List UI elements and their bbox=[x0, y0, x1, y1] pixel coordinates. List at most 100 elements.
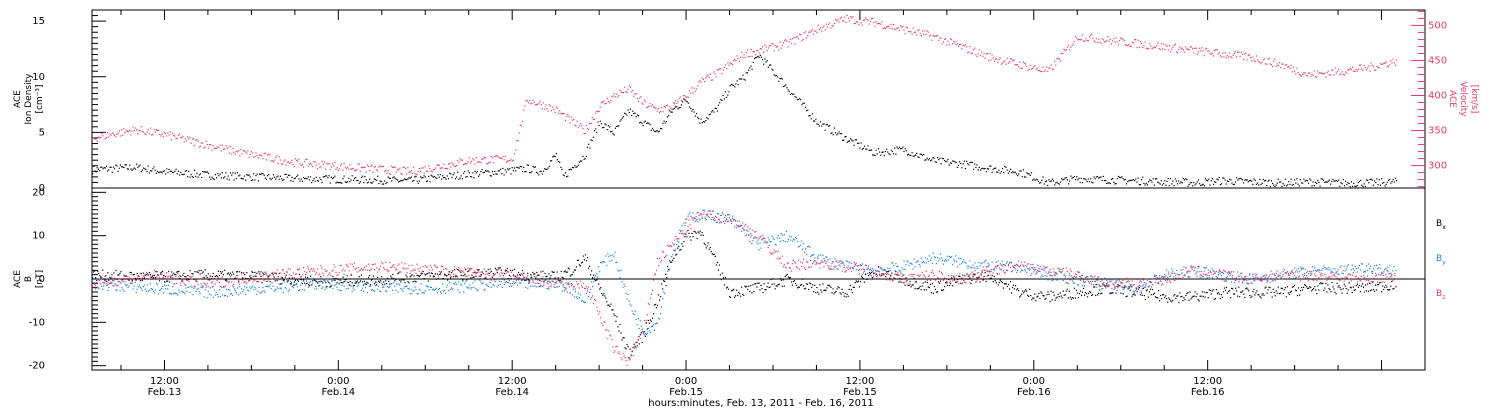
velocity-series-point bbox=[112, 133, 115, 135]
density-series-point bbox=[671, 111, 673, 113]
b-series-Bx-point bbox=[1006, 285, 1008, 288]
velocity-series-point bbox=[1010, 58, 1012, 60]
velocity-series-point bbox=[1112, 40, 1114, 42]
density-series-point bbox=[1259, 178, 1261, 181]
velocity-series-point bbox=[280, 163, 283, 165]
b-series-Bx-point bbox=[632, 346, 634, 348]
velocity-series-point bbox=[328, 163, 330, 165]
density-series-point bbox=[1215, 181, 1217, 183]
b-series-By-point bbox=[737, 220, 739, 222]
b-series-By-point bbox=[362, 290, 364, 292]
b-series-Bx-point bbox=[1073, 287, 1075, 289]
b-series-By-point bbox=[634, 310, 636, 312]
b-series-By-point bbox=[958, 257, 960, 259]
velocity-series-point bbox=[1326, 71, 1328, 74]
b-series-Bx-point bbox=[145, 274, 147, 276]
b-series-Bx-point bbox=[381, 276, 383, 278]
velocity-series-point bbox=[1269, 63, 1271, 65]
b-series-Bx-point bbox=[691, 232, 693, 234]
velocity-series-point bbox=[1212, 55, 1215, 57]
b-series-By-point bbox=[820, 254, 822, 256]
velocity-series-point bbox=[844, 16, 846, 18]
b-series-Bx-point bbox=[1168, 297, 1170, 299]
b-series-Bx-point bbox=[153, 274, 156, 277]
b-series-By-point bbox=[529, 278, 531, 280]
density-series-point bbox=[1387, 179, 1390, 181]
b-series-Bx-point bbox=[353, 284, 355, 287]
b-series-Bx-point bbox=[155, 271, 158, 273]
velocity-series-point bbox=[376, 169, 378, 171]
velocity-series-point bbox=[711, 79, 713, 81]
b-series-By-point bbox=[122, 289, 124, 291]
b-series-Bx-point bbox=[541, 278, 543, 280]
b-series-By-point bbox=[590, 288, 592, 290]
velocity-series-point bbox=[1083, 40, 1085, 42]
density-series-point bbox=[301, 180, 303, 182]
b-series-By-point bbox=[1329, 269, 1331, 271]
density-series-point bbox=[916, 152, 918, 154]
density-series-point bbox=[235, 178, 237, 180]
b-series-By-point bbox=[621, 281, 623, 283]
b-series-By-point bbox=[971, 267, 973, 269]
density-series-point bbox=[842, 139, 844, 141]
b-series-By-point bbox=[942, 263, 945, 265]
b-series-Bx-point bbox=[284, 276, 286, 278]
density-series-point bbox=[1231, 182, 1233, 184]
velocity-series-point bbox=[910, 31, 912, 33]
b-series-By-point bbox=[1391, 273, 1393, 275]
velocity-series-point bbox=[678, 98, 680, 100]
density-series-point bbox=[293, 178, 295, 180]
density-series-point bbox=[1365, 179, 1368, 181]
density-series-point bbox=[95, 171, 97, 173]
b-series-By-point bbox=[1158, 281, 1160, 284]
b-series-By-point bbox=[1090, 275, 1092, 277]
density-series-point bbox=[715, 107, 717, 109]
b-series-By-point bbox=[467, 287, 469, 289]
b-series-By-point bbox=[145, 290, 147, 292]
velocity-series-point bbox=[845, 21, 847, 23]
b-series-Bx-point bbox=[1337, 286, 1339, 288]
b-series-By-point bbox=[1057, 278, 1059, 280]
velocity-series-point bbox=[995, 58, 997, 60]
velocity-series-point bbox=[762, 46, 764, 48]
velocity-series-point bbox=[345, 168, 347, 170]
b-series-By-point bbox=[225, 288, 228, 290]
b-series-By-point bbox=[1307, 270, 1309, 272]
density-series-point bbox=[701, 122, 703, 124]
b-series-By-point bbox=[828, 266, 830, 268]
velocity-series-point bbox=[1037, 69, 1040, 71]
velocity-series-point bbox=[875, 21, 877, 23]
density-series-point bbox=[1051, 178, 1053, 180]
b-series-Bx-point bbox=[584, 254, 587, 256]
b-series-Bx-point bbox=[1218, 293, 1220, 295]
velocity-series-point bbox=[983, 53, 985, 55]
b-series-Bx-point bbox=[908, 284, 910, 287]
b-series-Bx-point bbox=[813, 291, 815, 293]
b-series-By-point bbox=[394, 285, 396, 287]
b-series-By-point bbox=[988, 264, 990, 266]
velocity-series-point bbox=[1361, 68, 1363, 70]
velocity-series-point bbox=[300, 165, 302, 167]
density-series-point bbox=[606, 129, 608, 131]
b-series-Bx-point bbox=[317, 282, 319, 284]
velocity-series-point bbox=[391, 165, 393, 167]
density-series-point bbox=[883, 155, 885, 157]
density-series-point bbox=[845, 136, 847, 138]
velocity-series-point bbox=[848, 20, 851, 22]
density-series-point bbox=[1265, 180, 1267, 182]
velocity-series-point bbox=[465, 163, 467, 165]
b-series-Bx-point bbox=[1380, 282, 1382, 284]
b-series-By-point bbox=[666, 285, 668, 287]
b-series-By-point bbox=[759, 242, 761, 244]
velocity-series-point bbox=[1194, 47, 1196, 49]
b-series-By-point bbox=[769, 241, 771, 243]
density-series-point bbox=[1221, 183, 1223, 185]
b-series-Bx-point bbox=[679, 249, 681, 251]
b-series-Bx-point bbox=[714, 255, 716, 257]
density-series-point bbox=[631, 115, 633, 117]
velocity-series-point bbox=[1251, 60, 1253, 62]
b-series-Bx-point bbox=[897, 274, 899, 276]
velocity-series-point bbox=[1151, 48, 1153, 50]
b-series-By-point bbox=[1230, 272, 1232, 274]
density-series-point bbox=[233, 179, 235, 181]
